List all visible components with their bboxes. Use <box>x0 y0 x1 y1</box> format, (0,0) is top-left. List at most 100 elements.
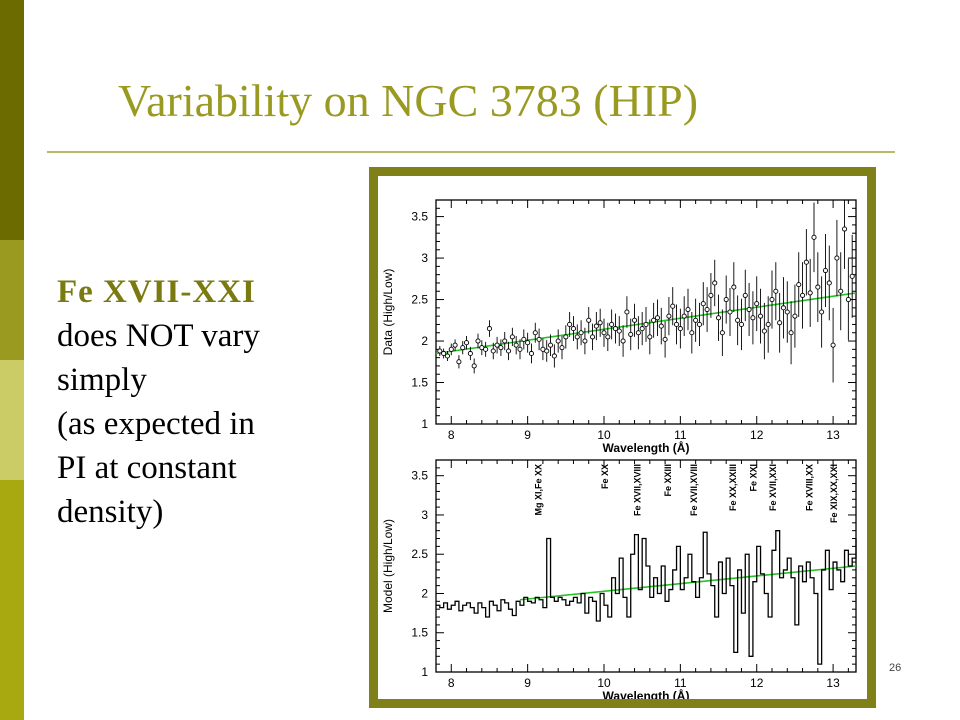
data-ytick-label: 1 <box>421 417 428 431</box>
data-point <box>647 334 653 340</box>
data-point <box>822 267 829 274</box>
sidebar-block-4 <box>0 480 24 720</box>
model-xtick-label: 11 <box>674 676 687 690</box>
data-point <box>547 342 554 348</box>
model-xtick-label: 13 <box>826 676 840 690</box>
data-point <box>444 353 451 359</box>
body-line-5: density) <box>57 494 164 530</box>
data-point <box>490 348 496 354</box>
data-point <box>658 323 664 329</box>
data-point <box>731 284 737 290</box>
data-point <box>769 297 775 303</box>
data-point <box>463 340 470 346</box>
data-point <box>677 326 683 332</box>
data-point <box>605 334 611 340</box>
model-line-annotation: Fe XVIII,XX <box>804 464 814 511</box>
data-point <box>567 321 573 327</box>
data-xtick-label: 12 <box>750 428 764 442</box>
title-divider <box>47 151 895 153</box>
model-line-annotation: Fe XX <box>600 464 610 489</box>
data-point <box>757 313 764 319</box>
model-chart: 8 9 10 11 12 13 1 1.5 2 2.5 3 3.5 Wavelength (Å) Mode… <box>381 459 857 703</box>
data-point <box>483 346 489 352</box>
data-point <box>811 234 817 240</box>
data-point <box>765 321 771 327</box>
data-point <box>509 334 515 340</box>
data-point <box>803 259 809 265</box>
data-xlabel: Wavelength (Å) <box>603 440 690 455</box>
data-point <box>735 317 741 323</box>
data-point <box>838 288 844 294</box>
data-chart: 8 9 10 11 12 13 1 1.5 2 2.5 3 3.5 Wavelength (Å) Data… <box>381 199 857 455</box>
data-point <box>639 326 645 332</box>
slide-title: Variability on NGC 3783 (HIP) <box>118 75 699 126</box>
data-point <box>673 321 680 327</box>
data-point <box>651 317 657 323</box>
model-ytick-label: 3.5 <box>411 469 428 483</box>
data-point <box>532 330 538 336</box>
body-highlight: Fe XVII-XXI <box>57 274 256 310</box>
body-line-4: PI at constant <box>57 450 237 486</box>
model-line-annotation: Fe XVII,XXI <box>768 464 778 511</box>
model-fit-line <box>519 565 857 601</box>
sidebar-block-2 <box>0 240 24 360</box>
data-point <box>849 273 855 279</box>
data-point <box>631 317 638 323</box>
data-xtick-label: 8 <box>448 428 455 442</box>
data-point <box>475 338 481 344</box>
data-point <box>441 350 447 357</box>
data-point <box>437 348 443 354</box>
data-point <box>589 334 596 340</box>
model-line-annotation: Fe XX,XXIII <box>728 464 738 511</box>
data-point <box>525 340 531 346</box>
data-point <box>715 315 722 321</box>
data-point <box>502 338 508 344</box>
data-point <box>628 331 634 337</box>
model-ytick-label: 1 <box>421 665 428 679</box>
data-point <box>609 321 615 327</box>
data-point <box>685 306 691 313</box>
data-point <box>536 336 542 342</box>
model-xtick-label: 8 <box>448 676 455 690</box>
data-xtick-label: 13 <box>826 428 840 442</box>
data-point <box>799 292 806 298</box>
data-point <box>830 342 836 348</box>
sidebar-block-3 <box>0 360 24 480</box>
data-point <box>845 297 851 303</box>
figure-frame: 8 9 10 11 12 13 1 1.5 2 2.5 3 3.5 Wavelength (Å) Data… <box>369 167 876 708</box>
data-ytick-label: 2.5 <box>411 293 428 307</box>
model-line-annotation: Fe XVII,XVIII <box>689 464 699 516</box>
model-step-line <box>436 530 857 665</box>
model-ytick-label: 2 <box>421 586 428 600</box>
data-plot-frame <box>435 199 857 425</box>
data-ytick-label: 2 <box>421 334 428 348</box>
data-point <box>448 346 454 352</box>
model-xtick-label: 10 <box>597 676 611 690</box>
data-point <box>719 330 725 336</box>
data-point <box>708 292 714 298</box>
model-ytick-label: 1.5 <box>411 626 428 640</box>
data-point <box>601 330 607 336</box>
data-point <box>826 280 832 286</box>
data-point <box>746 306 752 313</box>
data-point <box>456 359 462 365</box>
data-point <box>578 330 584 336</box>
data-point <box>777 320 783 326</box>
data-point <box>635 330 641 336</box>
data-point <box>704 306 710 313</box>
data-point <box>761 328 767 334</box>
model-line-annotation: Mg XI,Fe XX <box>533 464 543 516</box>
data-point <box>723 297 729 303</box>
model-line-annotation: Fe XVII,XVIII <box>633 464 643 516</box>
data-point <box>696 321 703 327</box>
data-point <box>586 317 592 323</box>
data-point <box>784 309 790 315</box>
sidebar-decoration <box>0 0 24 720</box>
model-line-annotation: Fe XXIII <box>663 464 673 497</box>
data-point <box>620 338 626 344</box>
data-point <box>521 336 527 342</box>
body-line-2: simply <box>57 362 147 398</box>
data-ylabel: Data (High/Low) <box>381 269 395 356</box>
data-point <box>689 330 695 336</box>
